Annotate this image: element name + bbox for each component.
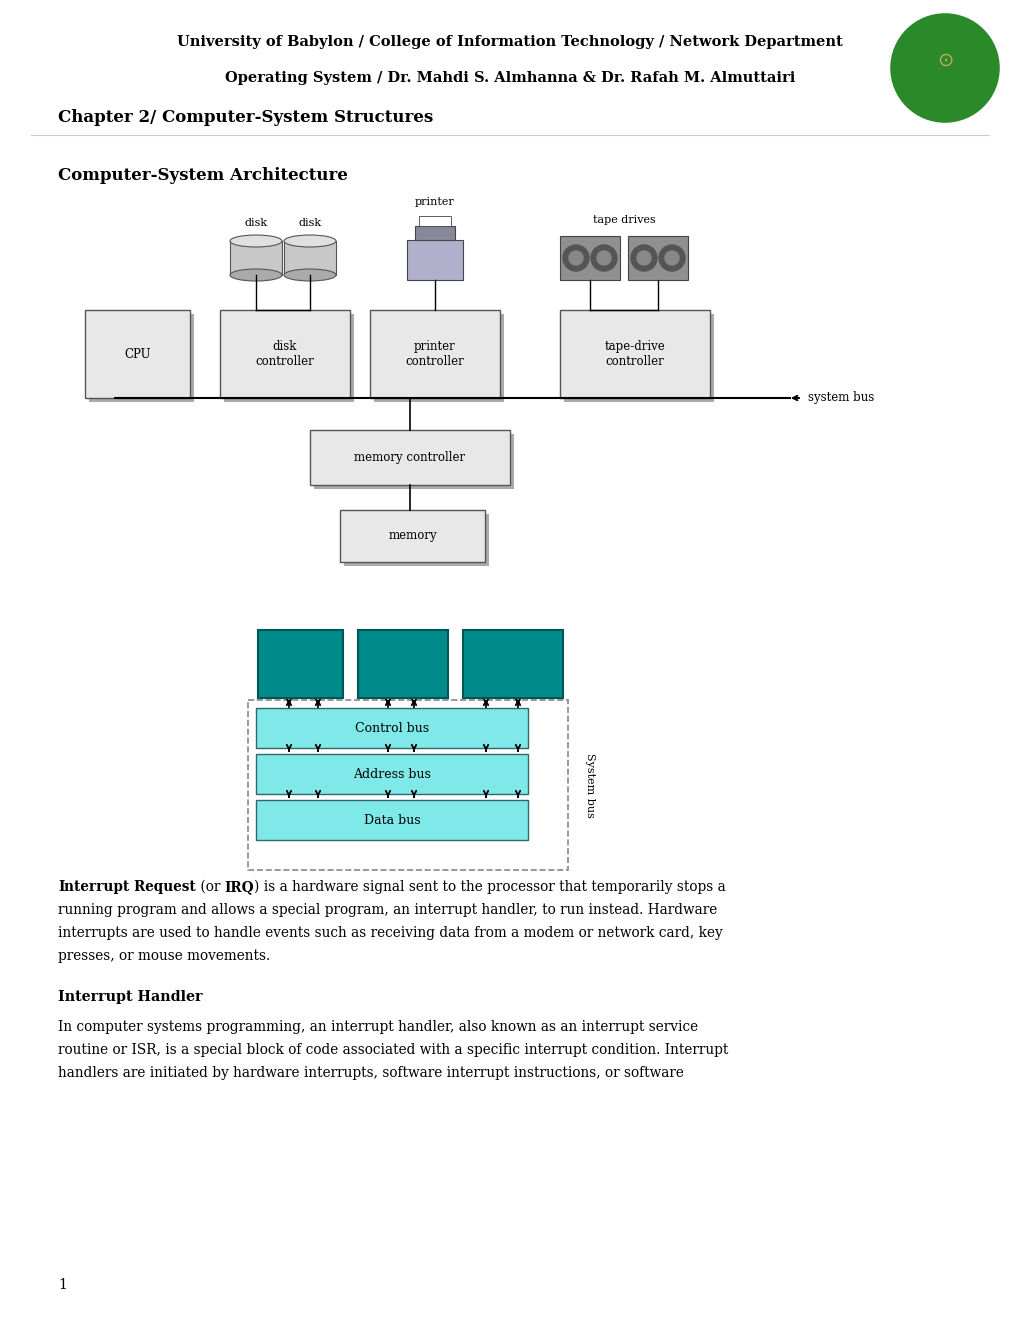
Bar [564, 314, 713, 403]
Text: Address bus: Address bus [353, 767, 430, 780]
Text: routine or ISR, is a special block of code associated with a specific interrupt : routine or ISR, is a special block of co… [58, 1043, 728, 1057]
Text: disk: disk [245, 218, 267, 228]
Circle shape [631, 246, 656, 271]
Text: printer
controller: printer controller [406, 341, 464, 368]
Bar [419, 216, 450, 226]
Text: ━━━: ━━━ [937, 77, 951, 83]
Text: Memory: Memory [374, 657, 431, 671]
Text: system bus: system bus [807, 392, 873, 404]
Text: IRQ: IRQ [224, 880, 255, 894]
Bar [415, 226, 454, 240]
Bar [559, 310, 709, 399]
Text: CPU: CPU [285, 657, 316, 671]
Text: University of Babylon / College of Information Technology / Network Department: University of Babylon / College of Infor… [177, 36, 842, 49]
Ellipse shape [229, 269, 281, 281]
Bar [628, 236, 688, 280]
Text: disk
controller: disk controller [256, 341, 314, 368]
Text: ) is a hardware signal sent to the processor that temporarily stops a: ) is a hardware signal sent to the proce… [255, 880, 726, 895]
Text: disk: disk [299, 218, 321, 228]
Text: I: I [58, 880, 64, 894]
Bar [283, 242, 335, 275]
Text: on
line: on line [430, 227, 439, 239]
Bar [256, 754, 528, 795]
Text: Operating System / Dr. Mahdi S. Almhanna & Dr. Rafah M. Almuttairi: Operating System / Dr. Mahdi S. Almhanna… [224, 71, 795, 84]
Bar [258, 630, 342, 698]
Bar [224, 314, 354, 403]
Text: Input and
Output: Input and Output [478, 649, 547, 678]
Text: Computer-System Architecture: Computer-System Architecture [58, 166, 347, 183]
Text: nterrupt Request: nterrupt Request [64, 880, 196, 894]
Circle shape [892, 16, 996, 120]
Bar [374, 314, 503, 403]
Text: Interrupt Handler: Interrupt Handler [58, 990, 203, 1005]
Bar [248, 700, 568, 870]
Text: 1: 1 [58, 1278, 67, 1292]
Text: CPU: CPU [124, 347, 151, 360]
Bar [358, 630, 447, 698]
Bar [310, 430, 510, 484]
Ellipse shape [229, 235, 281, 247]
Bar [220, 310, 350, 399]
Bar [339, 510, 484, 562]
Circle shape [590, 246, 616, 271]
Ellipse shape [283, 269, 335, 281]
Text: ⊙: ⊙ [935, 50, 952, 70]
Bar [256, 708, 528, 748]
Circle shape [664, 251, 679, 265]
Bar [256, 800, 528, 840]
Bar [229, 242, 281, 275]
Circle shape [637, 251, 650, 265]
Text: Data bus: Data bus [364, 813, 420, 826]
Bar [343, 513, 488, 566]
Text: memory: memory [388, 529, 436, 543]
Text: printer: printer [415, 197, 454, 207]
Text: System bus: System bus [585, 752, 594, 817]
Circle shape [923, 48, 965, 88]
Text: memory controller: memory controller [354, 451, 465, 465]
Text: tape-drive
controller: tape-drive controller [604, 341, 664, 368]
Text: Control bus: Control bus [355, 722, 429, 734]
Text: handlers are initiated by hardware interrupts, software interrupt instructions, : handlers are initiated by hardware inter… [58, 1067, 683, 1080]
Text: (or: (or [196, 880, 224, 894]
Ellipse shape [283, 235, 335, 247]
Text: presses, or mouse movements.: presses, or mouse movements. [58, 949, 270, 964]
Circle shape [569, 251, 583, 265]
Bar [85, 310, 190, 399]
Text: In computer systems programming, an interrupt handler, also known as an interrup: In computer systems programming, an inte… [58, 1020, 697, 1034]
Text: Chapter 2/ Computer-System Structures: Chapter 2/ Computer-System Structures [58, 110, 433, 127]
Bar [463, 630, 562, 698]
Bar [370, 310, 499, 399]
Text: interrupts are used to handle events such as receiving data from a modem or netw: interrupts are used to handle events suc… [58, 927, 722, 940]
Circle shape [658, 246, 685, 271]
Circle shape [562, 246, 588, 271]
Text: running program and allows a special program, an interrupt handler, to run inste: running program and allows a special pro… [58, 903, 716, 917]
Bar [89, 314, 194, 403]
Text: tape drives: tape drives [592, 215, 655, 224]
Bar [407, 240, 463, 280]
Circle shape [596, 251, 610, 265]
Circle shape [912, 36, 976, 100]
Circle shape [899, 22, 989, 114]
Bar [314, 434, 514, 488]
Bar [559, 236, 620, 280]
